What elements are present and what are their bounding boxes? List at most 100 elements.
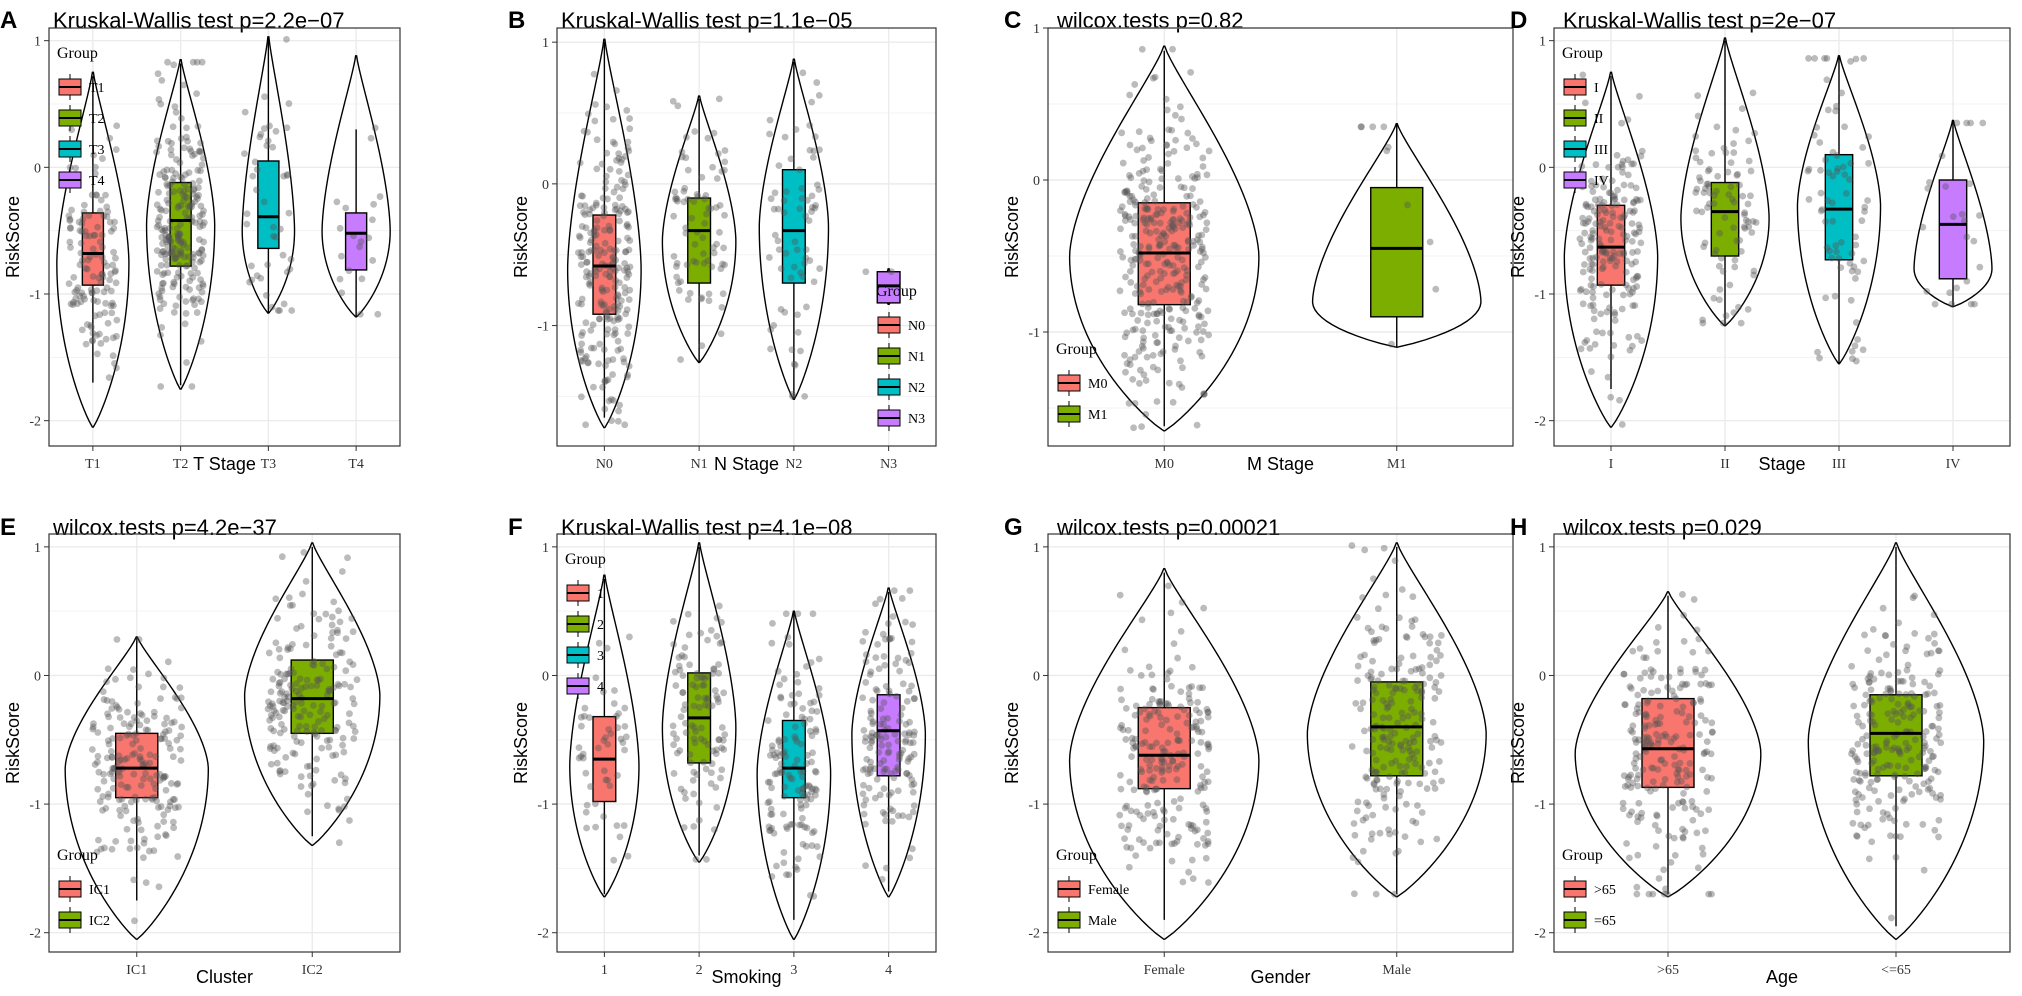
data-point (872, 600, 879, 608)
data-point (108, 768, 116, 776)
data-point (715, 736, 723, 743)
data-point (1368, 674, 1375, 682)
data-point (681, 701, 689, 709)
data-point (165, 199, 172, 207)
data-point (1168, 126, 1176, 134)
data-point (606, 273, 614, 281)
data-point (1384, 703, 1392, 711)
data-point (611, 687, 618, 694)
data-point (113, 332, 120, 340)
data-point (1194, 787, 1202, 795)
data-point (721, 158, 729, 166)
data-point (1380, 791, 1388, 798)
data-point (163, 180, 171, 188)
data-point (1625, 333, 1633, 341)
data-point (679, 672, 687, 680)
data-point (1161, 260, 1169, 268)
data-point (371, 124, 379, 132)
data-point (671, 668, 679, 676)
data-point (297, 739, 305, 747)
data-point (673, 735, 680, 743)
data-point (1170, 797, 1178, 805)
data-point (1204, 307, 1212, 315)
data-point (349, 722, 357, 730)
data-point (783, 823, 790, 831)
data-point (1690, 596, 1698, 603)
data-point (1397, 654, 1405, 662)
data-point (1144, 215, 1152, 222)
data-point (1597, 280, 1605, 288)
data-point (906, 718, 914, 726)
data-point (1170, 241, 1178, 249)
data-point (811, 204, 819, 212)
data-point (265, 698, 272, 706)
data-point (1635, 221, 1643, 229)
data-point (1936, 667, 1944, 674)
data-point (909, 739, 917, 747)
data-point (1608, 202, 1616, 210)
data-point (117, 781, 125, 789)
data-point (611, 306, 619, 314)
data-point (157, 100, 165, 108)
data-point (1642, 710, 1650, 718)
data-point (335, 805, 343, 813)
data-point (1166, 327, 1174, 335)
data-point (798, 814, 806, 822)
box (1710, 181, 1740, 257)
data-point (1641, 724, 1649, 732)
data-point (1620, 772, 1628, 780)
data-point (175, 269, 182, 277)
data-point (708, 263, 716, 271)
data-point (1614, 163, 1622, 171)
data-point (1716, 296, 1723, 304)
data-point (273, 744, 281, 752)
data-point (327, 634, 335, 642)
data-point (171, 804, 179, 812)
data-point (1590, 207, 1598, 215)
data-point (788, 691, 796, 699)
data-point (1868, 759, 1876, 767)
data-point (1629, 647, 1637, 655)
data-point (1131, 353, 1139, 361)
data-point (1641, 669, 1649, 677)
data-point (1713, 123, 1721, 131)
data-point (908, 638, 916, 646)
data-point (1642, 711, 1649, 719)
data-point (193, 193, 201, 200)
data-point (790, 700, 798, 708)
data-point (1197, 738, 1205, 746)
data-point (1700, 243, 1708, 251)
data-point (721, 731, 729, 738)
x-tick-label: IV (1946, 457, 1961, 472)
data-point (1195, 263, 1202, 271)
data-point (1403, 634, 1411, 641)
data-point (115, 768, 123, 776)
data-point (810, 828, 818, 835)
data-point (1884, 685, 1892, 692)
data-point (1677, 669, 1684, 677)
data-point (353, 676, 361, 684)
data-point (601, 378, 609, 386)
data-point (1921, 765, 1929, 772)
data-point (113, 122, 121, 130)
data-point (716, 228, 723, 236)
data-point (1862, 771, 1869, 779)
data-point (97, 340, 105, 347)
data-point (184, 137, 191, 145)
data-point (1935, 725, 1942, 733)
data-point (1625, 284, 1632, 292)
y-tick-label: 0 (1033, 669, 1040, 684)
panel-letter: C (1004, 7, 1021, 34)
data-point (193, 90, 201, 98)
data-point (1829, 217, 1837, 225)
data-point (1371, 639, 1378, 647)
data-point (622, 310, 630, 318)
data-point (675, 287, 683, 294)
data-point (1670, 735, 1678, 742)
data-point (601, 185, 609, 192)
data-point (1867, 778, 1875, 786)
data-point (1638, 337, 1646, 344)
data-point (1682, 766, 1690, 774)
data-point (196, 212, 204, 220)
data-point (286, 602, 294, 609)
